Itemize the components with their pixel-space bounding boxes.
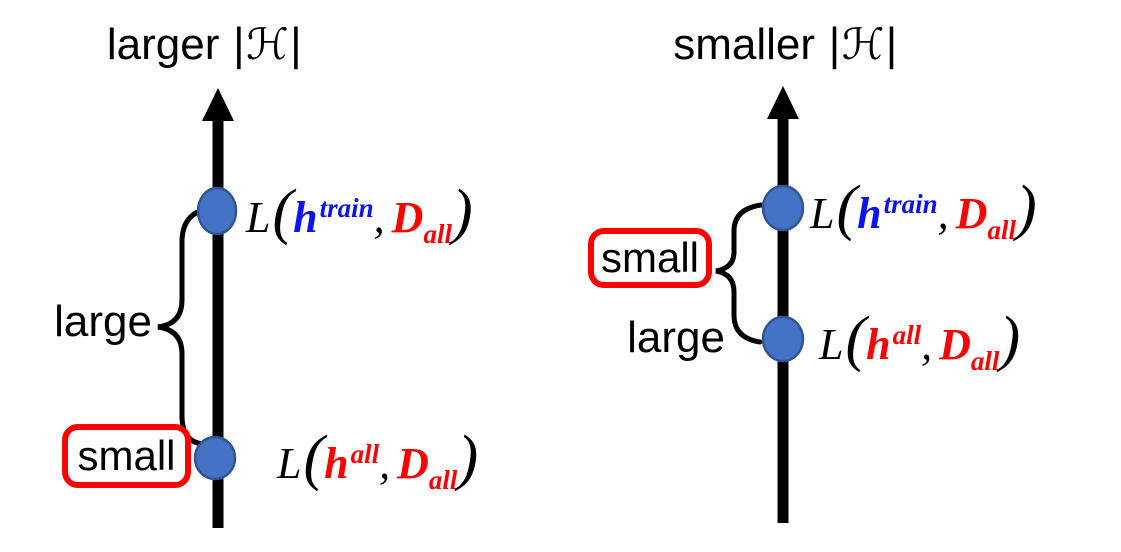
left-gap-label: large — [54, 297, 152, 346]
right-title-hypothesis-space-symbol: |ℋ| — [827, 20, 899, 70]
comma: , — [373, 193, 385, 242]
close-paren: ) — [999, 305, 1021, 373]
right-top-loss-formula: L(htrain, Dall) — [810, 166, 1037, 250]
right-panel-title: smaller |ℋ| — [652, 20, 920, 70]
close-paren: ) — [457, 424, 479, 492]
dataset-subscript: all — [970, 346, 1000, 376]
left-title-text: larger — [106, 20, 232, 69]
hypothesis-h: h — [324, 439, 349, 488]
hypothesis-h: h — [866, 320, 891, 369]
script-capital-D-dataset: D — [955, 189, 988, 238]
hypothesis-superscript: train — [319, 193, 374, 223]
script-capital-D-dataset: D — [397, 439, 429, 488]
left-small-highlight-box: small — [62, 424, 191, 488]
comma: , — [379, 439, 391, 488]
loss-function-L: L — [810, 189, 835, 238]
left-panel-title: larger |ℋ| — [88, 20, 322, 70]
right-bottom-point-label: large — [627, 313, 725, 362]
comma: , — [921, 320, 933, 369]
right-small-highlight-box: small — [588, 228, 712, 288]
right-top-point — [761, 184, 805, 232]
right-bottom-point — [761, 315, 805, 363]
loss-function-L: L — [819, 320, 844, 369]
dataset-subscript: all — [987, 215, 1016, 245]
close-paren: ) — [1015, 174, 1037, 242]
open-paren: ( — [303, 424, 325, 492]
left-bottom-point-label: small — [77, 432, 176, 479]
script-capital-D-dataset: D — [391, 193, 424, 242]
left-title-hypothesis-space-symbol: |ℋ| — [231, 20, 304, 70]
loss-function-L: L — [246, 193, 271, 242]
open-paren: ( — [836, 174, 858, 242]
right-bottom-loss-formula: L(hall, Dall) — [819, 297, 1020, 381]
dataset-subscript: all — [428, 465, 458, 495]
left-bottom-loss-formula: L(hall, Dall) — [277, 416, 478, 500]
hypothesis-superscript: all — [892, 320, 922, 350]
right-axis-arrowhead-icon — [767, 86, 799, 119]
left-bottom-point — [193, 435, 237, 481]
left-axis-line — [212, 114, 224, 528]
hypothesis-superscript: train — [883, 189, 938, 219]
dataset-subscript: all — [423, 219, 452, 249]
script-capital-D-dataset: D — [939, 320, 971, 369]
loss-function-L: L — [277, 439, 302, 488]
open-paren: ( — [845, 305, 867, 373]
open-paren: ( — [272, 178, 294, 246]
hypothesis-h: h — [857, 189, 882, 238]
right-title-text: smaller — [673, 20, 828, 69]
left-gap-brace — [157, 206, 210, 447]
right-gap-brace — [715, 202, 764, 345]
hypothesis-superscript: all — [350, 439, 380, 469]
right-gap-label: small — [600, 234, 699, 281]
hypothesis-h: h — [293, 193, 318, 242]
left-top-loss-formula: L(htrain, Dall) — [246, 170, 473, 254]
close-paren: ) — [451, 178, 473, 246]
comma: , — [937, 189, 949, 238]
left-axis-arrowhead-icon — [202, 88, 234, 121]
left-top-point — [196, 186, 238, 236]
